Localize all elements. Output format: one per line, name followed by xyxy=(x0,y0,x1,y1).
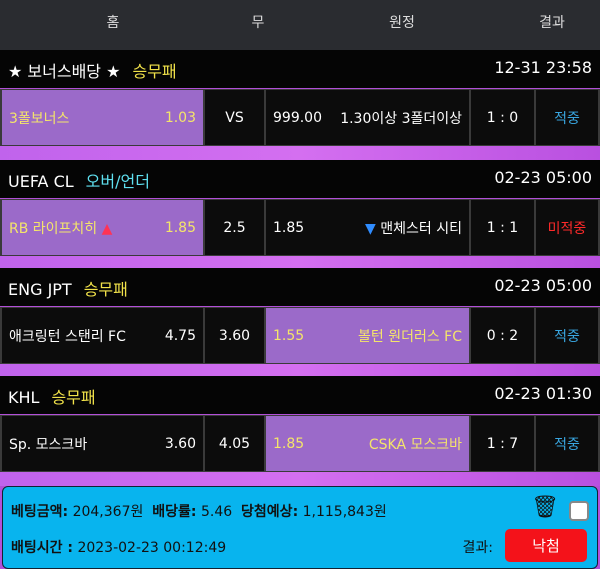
home-odds-cell[interactable]: RB 라이프치히 ▲ 1.85 xyxy=(2,200,203,255)
score: 1 : 1 xyxy=(471,200,534,255)
league-name: KHL xyxy=(8,388,40,407)
match-row: 3폴보너스 1.03 VS 999.00 1.30이상 3폴더이상 1 : 0 적중 xyxy=(0,89,600,146)
match-row: RB 라이프치히 ▲ 1.85 2.5 1.85 ▼ 맨체스터 시티 1 : 1 미… xyxy=(0,199,600,256)
home-team: 애크링턴 스탠리 FC xyxy=(9,328,126,345)
score: 0 : 2 xyxy=(471,308,534,363)
result-lost-button[interactable]: 낙첨 xyxy=(505,529,587,562)
divider xyxy=(0,472,600,486)
home-odds-cell[interactable]: 3폴보너스 1.03 xyxy=(2,90,203,145)
match-time: 12-31 23:58 xyxy=(494,58,592,77)
home-team: RB 라이프치히 xyxy=(9,220,98,237)
total-odds: 5.46 xyxy=(200,504,233,520)
away-team: 볼턴 원더러스 FC xyxy=(357,328,462,345)
market-type: 승무패 xyxy=(51,388,96,407)
away-odds: 1.85 xyxy=(273,219,305,236)
away-odds-cell[interactable]: 999.00 1.30이상 3폴더이상 xyxy=(266,90,469,145)
away-team: 맨체스터 시티 xyxy=(380,220,462,237)
draw-cell[interactable]: 4.05 xyxy=(205,416,264,471)
col-home: 홈 xyxy=(106,15,120,31)
league-name: ★ 보너스배당 ★ xyxy=(8,62,121,81)
divider xyxy=(0,364,600,378)
match-header: ENG JPT 승무패 02-23 05:00 xyxy=(0,268,600,306)
away-odds: 999.00 xyxy=(273,109,322,126)
score: 1 : 7 xyxy=(471,416,534,471)
away-odds-cell[interactable]: 1.85 ▼ 맨체스터 시티 xyxy=(266,200,469,255)
home-team: 3폴보너스 xyxy=(9,110,70,127)
divider xyxy=(0,256,600,270)
match-time: 02-23 05:00 xyxy=(494,168,592,187)
down-arrow-icon: ▼ xyxy=(365,220,376,237)
home-odds: 1.85 xyxy=(164,219,196,236)
home-odds: 3.60 xyxy=(164,435,196,452)
league-name: UEFA CL xyxy=(8,172,74,191)
col-result: 결과 xyxy=(539,15,565,31)
market-type: 승무패 xyxy=(83,280,128,299)
col-away: 원정 xyxy=(389,15,415,31)
result-label: 결과: xyxy=(462,540,493,556)
home-odds-cell[interactable]: 애크링턴 스탠리 FC 4.75 xyxy=(2,308,203,363)
away-odds: 1.55 xyxy=(273,327,305,344)
away-odds: 1.85 xyxy=(273,435,305,452)
league-name: ENG JPT xyxy=(8,280,72,299)
match-result: 적중 xyxy=(536,308,598,363)
home-odds: 1.03 xyxy=(164,109,196,126)
up-arrow-icon: ▲ xyxy=(101,220,113,237)
column-header: 홈 무 원정 결과 xyxy=(0,0,600,50)
match-row: Sp. 모스크바 3.60 4.05 1.85 CSKA 모스크바 1 : 7 적중 xyxy=(0,415,600,472)
draw-cell[interactable]: 3.60 xyxy=(205,308,264,363)
bet-time: 2023-02-23 00:12:49 xyxy=(77,540,227,556)
home-team: Sp. 모스크바 xyxy=(9,436,88,453)
home-odds: 4.75 xyxy=(164,327,196,344)
away-odds-cell[interactable]: 1.55 볼턴 원더러스 FC xyxy=(266,308,469,363)
match-result: 적중 xyxy=(536,90,598,145)
away-team: 1.30이상 3폴더이상 xyxy=(340,110,462,127)
market-type: 오버/언더 xyxy=(85,172,150,191)
draw-cell[interactable]: 2.5 xyxy=(205,200,264,255)
match-header: ★ 보너스배당 ★ 승무패 12-31 23:58 xyxy=(0,50,600,88)
match-time: 02-23 01:30 xyxy=(494,384,592,403)
match-header: UEFA CL 오버/언더 02-23 05:00 xyxy=(0,160,600,198)
bet-summary: 베팅금액: 204,367원 배당률: 5.46 당첨예상: 1,115,843… xyxy=(2,486,598,569)
trash-icon[interactable]: 🗑 xyxy=(531,495,559,520)
col-draw: 무 xyxy=(251,15,265,31)
match-result: 미적중 xyxy=(536,200,598,255)
market-type: 승무패 xyxy=(132,62,177,81)
expected-win: 1,115,843원 xyxy=(302,504,387,520)
match-row: 애크링턴 스탠리 FC 4.75 3.60 1.55 볼턴 원더러스 FC 0 : … xyxy=(0,307,600,364)
away-team: CSKA 모스크바 xyxy=(368,436,462,453)
away-odds-cell[interactable]: 1.85 CSKA 모스크바 xyxy=(266,416,469,471)
bet-amount: 204,367원 xyxy=(72,504,144,520)
draw-cell[interactable]: VS xyxy=(205,90,264,145)
match-result: 적중 xyxy=(536,416,598,471)
match-header: KHL 승무패 02-23 01:30 xyxy=(0,376,600,414)
score: 1 : 0 xyxy=(471,90,534,145)
home-odds-cell[interactable]: Sp. 모스크바 3.60 xyxy=(2,416,203,471)
divider xyxy=(0,146,600,160)
match-time: 02-23 05:00 xyxy=(494,276,592,295)
select-checkbox[interactable] xyxy=(569,501,589,521)
